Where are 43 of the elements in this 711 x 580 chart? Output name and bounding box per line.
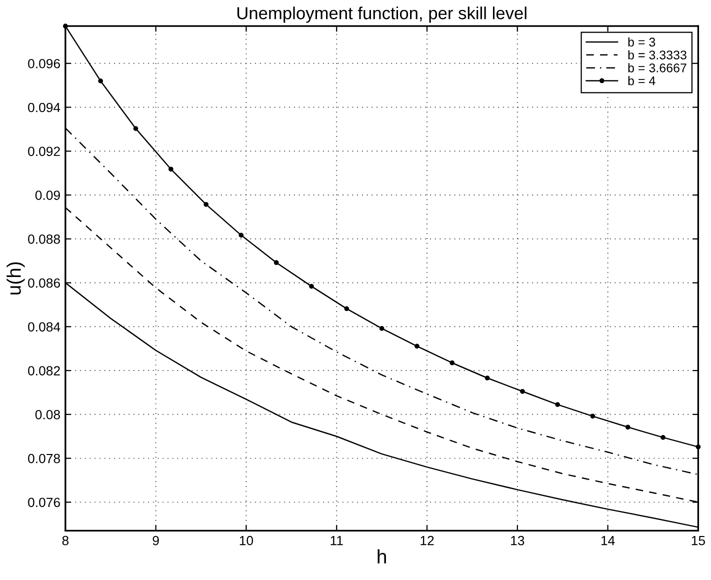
y-tick-label: 0.09 — [35, 190, 60, 200]
point — [520, 388, 525, 394]
point — [625, 424, 630, 430]
y-tick-label: 0.088 — [28, 234, 60, 244]
x-tick-label: 8 — [62, 536, 69, 546]
point — [555, 402, 560, 407]
point — [484, 376, 490, 380]
chart-title: Unemployment function, per skill level — [237, 6, 526, 23]
x-tick-label: 15 — [692, 536, 705, 546]
x-tick-label: 12 — [420, 536, 434, 546]
legend-label: b = 3.6667 — [628, 63, 686, 72]
point — [450, 360, 455, 366]
y-tick-label: 0.092 — [28, 146, 60, 156]
point — [590, 414, 596, 419]
x-tick-label: 9 — [152, 536, 159, 546]
y-tick-label: 0.086 — [28, 278, 60, 288]
point — [168, 166, 174, 172]
point — [414, 344, 420, 349]
y-tick-label: 0.096 — [28, 58, 60, 68]
legend-label: b = 3.3333 — [628, 50, 686, 60]
legend-label: b = 4 — [628, 76, 656, 86]
x-tick-label: 11 — [330, 536, 343, 546]
y-tick-label: 0.078 — [28, 454, 60, 464]
point — [204, 202, 209, 207]
y-tick-label: 0.094 — [28, 102, 60, 112]
x-tick-label: 13 — [511, 536, 524, 546]
point — [98, 78, 104, 84]
y-tick-label: 0.08 — [35, 410, 60, 420]
point — [133, 126, 138, 131]
point — [309, 284, 314, 289]
x-tick-label: 10 — [240, 536, 254, 546]
x-tick-label: 14 — [601, 536, 615, 546]
point — [344, 306, 350, 312]
point — [274, 260, 279, 266]
y-tick-label: 0.076 — [28, 498, 60, 508]
y-axis-title: u(h) — [6, 262, 25, 294]
legend-label: b = 3 — [628, 37, 656, 47]
x-axis-title: h — [378, 549, 386, 564]
point — [238, 232, 244, 238]
point — [379, 326, 384, 331]
y-tick-label: 0.082 — [28, 366, 60, 376]
point — [660, 435, 666, 440]
y-tick-label: 0.084 — [28, 322, 60, 332]
